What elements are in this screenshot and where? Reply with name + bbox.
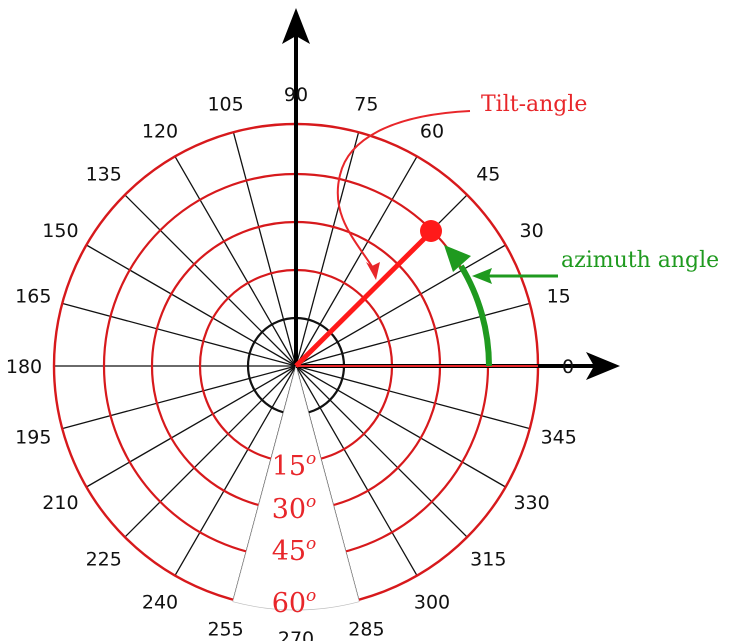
azimuth-angle-labels: 0 15 30 45 60 75 90 105 120 135 150 165 180 195 210 225…	[6, 84, 577, 641]
spoke-330	[295, 365, 506, 488]
x-axis-arrowhead	[586, 352, 620, 380]
angle-label-315: 315	[470, 548, 506, 570]
angle-label-0: 0	[562, 356, 574, 378]
spoke-195	[62, 365, 297, 430]
angle-label-180: 180	[6, 356, 42, 378]
azimuth-callout-arrowhead	[472, 268, 492, 284]
azimuth-annotation: azimuth angle	[561, 248, 719, 273]
angle-label-150: 150	[42, 220, 78, 242]
angle-label-135: 135	[86, 164, 122, 186]
tilt-callout-curve	[336, 110, 471, 269]
spoke-135	[124, 194, 297, 367]
angle-label-300: 300	[414, 592, 450, 614]
spoke-345	[295, 365, 530, 430]
angle-label-240: 240	[142, 592, 178, 614]
angle-label-60: 60	[420, 120, 444, 142]
angle-label-345: 345	[541, 426, 577, 448]
angle-label-270: 270	[278, 628, 314, 641]
angle-label-195: 195	[15, 426, 51, 448]
angle-label-330: 330	[513, 492, 549, 514]
tilt-annotation: Tilt-angle	[481, 92, 587, 117]
tilt-ring-label-60: 60o	[272, 586, 317, 619]
tilt-ring-label-15: 15o	[272, 449, 317, 482]
spoke-165	[62, 302, 297, 367]
tilt-callout-arrowhead	[366, 262, 380, 280]
angle-label-210: 210	[42, 492, 78, 514]
spoke-240	[174, 365, 297, 576]
angle-label-75: 75	[354, 93, 378, 115]
tilt-ring-label-45: 45o	[272, 534, 317, 567]
azimuth-arc	[458, 264, 492, 367]
angle-label-90: 90	[284, 84, 308, 106]
angle-label-255: 255	[207, 619, 243, 641]
spoke-30	[295, 244, 506, 367]
spoke-150	[86, 244, 297, 367]
azimuth-arc-arrowhead	[444, 245, 471, 272]
angle-label-285: 285	[348, 619, 384, 641]
angle-label-15: 15	[547, 286, 571, 308]
spoke-315	[295, 365, 468, 538]
angle-label-105: 105	[207, 93, 243, 115]
angle-label-225: 225	[86, 548, 122, 570]
angle-label-30: 30	[520, 220, 544, 242]
tilt-marker	[420, 220, 442, 242]
angle-label-165: 165	[15, 286, 51, 308]
tilt-ring-label-30: 30o	[272, 492, 317, 525]
spoke-60	[295, 156, 418, 367]
spoke-75	[295, 132, 360, 367]
spoke-300	[295, 365, 418, 576]
spoke-225	[124, 365, 297, 538]
blank-wedge	[232, 364, 360, 611]
tilt-ring-labels: 15o 30o 45o 60o	[272, 449, 317, 619]
spoke-105	[232, 132, 297, 367]
spoke-120	[174, 156, 297, 367]
spoke-210	[86, 365, 297, 488]
angle-label-45: 45	[476, 164, 500, 186]
spoke-15	[295, 302, 530, 367]
y-axis-arrowhead	[282, 8, 310, 44]
angle-label-120: 120	[142, 120, 178, 142]
tilt-vector	[294, 230, 433, 368]
